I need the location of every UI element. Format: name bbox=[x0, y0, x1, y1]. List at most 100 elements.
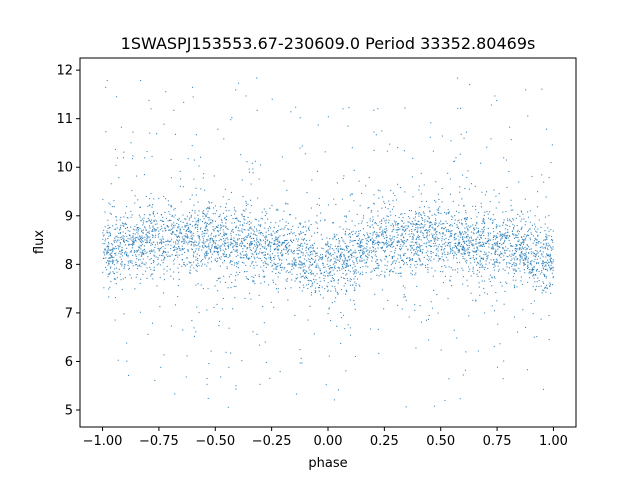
data-point bbox=[435, 222, 437, 224]
data-point bbox=[247, 258, 249, 260]
data-point bbox=[503, 242, 505, 244]
data-point bbox=[348, 228, 350, 230]
data-point bbox=[438, 238, 440, 240]
data-point bbox=[135, 255, 137, 257]
data-point bbox=[389, 143, 391, 145]
data-point bbox=[350, 249, 352, 251]
data-point bbox=[494, 251, 496, 253]
data-point bbox=[534, 258, 536, 260]
data-point bbox=[178, 224, 180, 226]
data-point bbox=[306, 246, 308, 248]
data-point bbox=[527, 261, 529, 263]
data-point bbox=[496, 245, 498, 247]
data-point bbox=[332, 222, 334, 224]
data-point bbox=[231, 282, 233, 284]
data-point bbox=[523, 262, 525, 264]
data-point bbox=[430, 245, 432, 247]
data-point bbox=[523, 243, 525, 245]
data-point bbox=[152, 213, 154, 215]
data-point bbox=[521, 256, 523, 258]
data-point bbox=[494, 310, 496, 312]
data-point bbox=[322, 297, 324, 299]
data-point bbox=[381, 231, 383, 233]
data-point bbox=[109, 235, 111, 237]
data-point bbox=[374, 254, 376, 256]
data-point bbox=[208, 217, 210, 219]
data-point bbox=[214, 285, 216, 287]
data-point bbox=[137, 233, 139, 235]
data-point bbox=[186, 228, 188, 230]
data-point bbox=[320, 212, 322, 214]
data-point bbox=[216, 246, 218, 248]
data-point bbox=[343, 254, 345, 256]
data-point bbox=[185, 233, 187, 235]
data-point bbox=[178, 245, 180, 247]
data-point bbox=[456, 224, 458, 226]
data-point bbox=[174, 224, 176, 226]
data-point bbox=[546, 254, 548, 256]
data-point bbox=[337, 389, 339, 391]
data-point bbox=[480, 206, 482, 208]
data-point bbox=[206, 246, 208, 248]
data-point bbox=[335, 258, 337, 260]
data-point bbox=[131, 243, 133, 245]
data-point bbox=[129, 243, 131, 245]
data-point bbox=[184, 235, 186, 237]
data-point bbox=[327, 286, 329, 288]
data-point bbox=[522, 247, 524, 249]
data-point bbox=[220, 245, 222, 247]
data-point bbox=[429, 231, 431, 233]
data-point bbox=[136, 224, 138, 226]
data-point bbox=[112, 248, 114, 250]
data-point bbox=[346, 245, 348, 247]
data-point bbox=[386, 236, 388, 238]
data-point bbox=[431, 223, 433, 225]
data-point bbox=[320, 257, 322, 259]
data-point bbox=[339, 245, 341, 247]
data-point bbox=[420, 193, 422, 195]
data-point bbox=[386, 150, 388, 152]
data-point bbox=[121, 261, 123, 263]
data-point bbox=[372, 234, 374, 236]
data-point bbox=[300, 243, 302, 245]
data-point bbox=[138, 259, 140, 261]
data-point bbox=[391, 238, 393, 240]
data-point bbox=[482, 220, 484, 222]
data-point bbox=[237, 239, 239, 241]
data-point bbox=[292, 265, 294, 267]
data-point bbox=[371, 256, 373, 258]
data-point bbox=[354, 355, 356, 357]
data-point bbox=[222, 229, 224, 231]
data-point bbox=[149, 227, 151, 229]
data-point bbox=[258, 232, 260, 234]
data-point bbox=[130, 261, 132, 263]
data-point bbox=[357, 271, 359, 273]
data-point bbox=[300, 276, 302, 278]
data-point bbox=[418, 238, 420, 240]
data-point bbox=[507, 220, 509, 222]
data-point bbox=[125, 244, 127, 246]
data-point bbox=[393, 267, 395, 269]
data-point bbox=[154, 223, 156, 225]
data-point bbox=[411, 244, 413, 246]
data-point bbox=[266, 236, 268, 238]
data-point bbox=[411, 274, 413, 276]
data-point bbox=[129, 251, 131, 253]
data-point bbox=[131, 247, 133, 249]
data-point bbox=[524, 255, 526, 257]
data-point bbox=[284, 226, 286, 228]
data-point bbox=[119, 243, 121, 245]
data-point bbox=[478, 234, 480, 236]
data-point bbox=[309, 258, 311, 260]
data-point bbox=[301, 248, 303, 250]
data-point bbox=[388, 219, 390, 221]
data-point bbox=[285, 252, 287, 254]
data-point bbox=[251, 276, 253, 278]
y-tick-label: 6 bbox=[65, 355, 73, 370]
data-point bbox=[415, 227, 417, 229]
data-point bbox=[275, 268, 277, 270]
y-tick-label: 10 bbox=[56, 161, 73, 176]
data-point bbox=[440, 271, 442, 273]
data-point bbox=[358, 233, 360, 235]
data-point bbox=[386, 229, 388, 231]
